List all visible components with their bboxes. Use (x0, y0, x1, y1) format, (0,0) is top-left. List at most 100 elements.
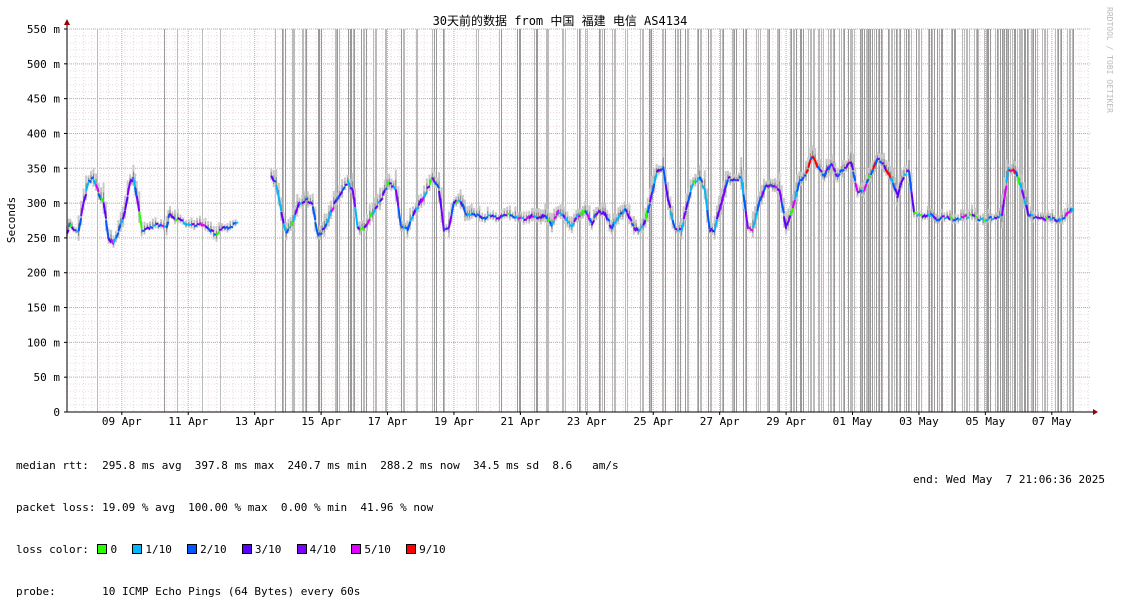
x-axis-arrow (1093, 409, 1098, 415)
x-tick-label: 25 Apr (633, 415, 673, 428)
median-point (219, 229, 222, 230)
y-tick-label: 50 m (34, 371, 61, 384)
median-point (510, 215, 513, 216)
x-tick-label: 15 Apr (301, 415, 341, 428)
median-point (773, 185, 775, 187)
median-point (559, 213, 561, 214)
probe-info: probe: 10 ICMP Echo Pings (64 Bytes) eve… (16, 585, 619, 599)
packet-loss-bars (98, 29, 1074, 412)
y-tick-label: 200 m (27, 267, 60, 280)
y-axis-arrow (64, 19, 70, 25)
median-point (904, 174, 906, 175)
median-point (398, 207, 400, 226)
loss-color-swatch (132, 544, 142, 554)
y-tick-label: 150 m (27, 302, 60, 315)
loss-color-swatches: 0 1/10 2/10 3/10 4/10 5/10 9/10 (95, 543, 445, 556)
x-tick-label: 21 Apr (501, 415, 541, 428)
median-point (1068, 211, 1070, 213)
median-point (467, 214, 469, 215)
x-tick-label: 23 Apr (567, 415, 607, 428)
median-point (707, 210, 709, 229)
x-tick-label: 27 Apr (700, 415, 740, 428)
median-point (1033, 217, 1035, 218)
latency-chart: 0 50 m 100 m 150 m 200 m 250 m 300 m 350 m 400 m… (0, 0, 1121, 430)
y-tick-label: 0 (53, 406, 60, 419)
median-point (186, 224, 189, 225)
x-tick-label: 17 Apr (368, 415, 408, 428)
median-point (389, 183, 391, 184)
median-point (1072, 208, 1074, 211)
median-point (203, 225, 206, 226)
median-point (942, 216, 945, 217)
median-point (712, 230, 714, 231)
median-point (360, 229, 362, 230)
median-point (950, 217, 953, 218)
y-tick-labels: 0 50 m 100 m 150 m 200 m 250 m 300 m 350 m 400 m… (27, 23, 60, 419)
y-tick-label: 350 m (27, 162, 60, 175)
x-tick-label: 05 May (966, 415, 1006, 428)
median-point (804, 175, 806, 176)
y-tick-label: 450 m (27, 93, 60, 106)
loss-color-legend: loss color: 0 1/10 2/10 3/10 4/10 5/10 9… (16, 543, 619, 557)
median-point (567, 221, 569, 223)
median-point (405, 227, 407, 228)
median-point (194, 225, 197, 226)
loss-color-swatch (406, 544, 416, 554)
median-point (980, 218, 983, 219)
median-point (274, 181, 276, 182)
median-point (230, 227, 233, 228)
median-point (775, 187, 777, 188)
median-point (601, 213, 603, 214)
y-tick-label: 400 m (27, 127, 60, 140)
median-point (322, 228, 324, 230)
loss-color-swatch (97, 544, 107, 554)
median-point (944, 218, 947, 219)
x-tick-label: 01 May (833, 415, 873, 428)
median-point (482, 217, 485, 218)
median-point (320, 233, 322, 234)
median-point (1029, 215, 1031, 217)
y-tick-label: 550 m (27, 23, 60, 36)
median-point (958, 219, 961, 220)
median-point (728, 177, 730, 178)
median-point (477, 214, 480, 215)
loss-color-swatch-label: 1/10 (145, 543, 185, 556)
median-point (236, 222, 238, 224)
median-point (211, 230, 214, 231)
loss-color-swatch (242, 544, 252, 554)
median-point (446, 228, 448, 229)
loss-color-swatch-label: 2/10 (200, 543, 240, 556)
y-tick-label: 250 m (27, 232, 60, 245)
median-point (961, 217, 964, 218)
median-point (978, 220, 981, 221)
median-point (288, 227, 290, 228)
loss-color-swatch-label: 5/10 (364, 543, 404, 556)
median-point (504, 215, 507, 216)
y-axis-label: Seconds (5, 197, 18, 243)
x-tick-label: 11 Apr (168, 415, 208, 428)
end-time: end: Wed May 7 21:06:36 2025 (913, 473, 1105, 486)
packet-loss-stats: packet loss: 19.09 % avg 100.00 % max 0.… (16, 501, 619, 515)
median-point (737, 180, 739, 181)
rrdtool-watermark: RRDTOOL / TOBI OETIKER (1105, 7, 1114, 113)
x-tick-label: 09 Apr (102, 415, 142, 428)
median-point (1035, 216, 1038, 218)
x-tick-label: 29 Apr (766, 415, 806, 428)
loss-color-label: loss color: (16, 543, 89, 556)
loss-color-swatch-label: 3/10 (255, 543, 295, 556)
loss-color-swatch (351, 544, 361, 554)
median-point (675, 229, 677, 230)
y-tick-label: 300 m (27, 197, 60, 210)
median-point (953, 220, 956, 221)
median-point (458, 200, 460, 201)
x-tick-label: 07 May (1032, 415, 1072, 428)
loss-color-swatch-label: 0 (110, 543, 130, 556)
median-point (1050, 219, 1052, 220)
median-point (534, 216, 536, 217)
median-rtt-stats: median rtt: 295.8 ms avg 397.8 ms max 24… (16, 459, 619, 473)
median-point (695, 181, 697, 182)
median-point (192, 224, 195, 225)
y-tick-label: 100 m (27, 336, 60, 349)
loss-color-swatch (297, 544, 307, 554)
